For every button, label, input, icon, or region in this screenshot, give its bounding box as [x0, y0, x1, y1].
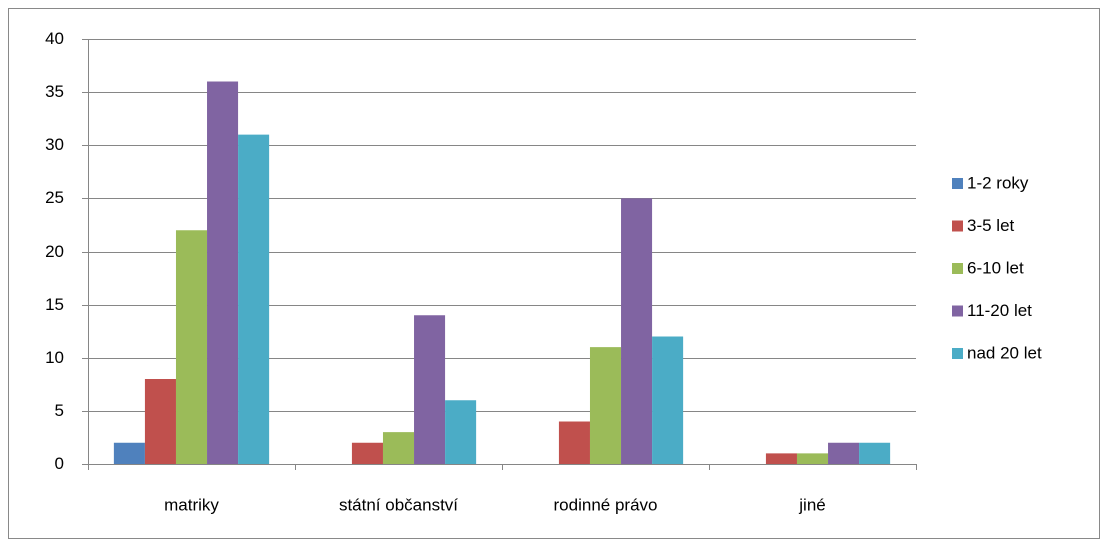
bar — [796, 453, 829, 464]
legend-swatch — [952, 305, 963, 317]
x-tick-label: matriky — [164, 495, 219, 514]
x-tick-label: státní občanství — [339, 495, 458, 514]
bar — [144, 379, 176, 464]
legend-label: nad 20 let — [967, 343, 1042, 362]
y-tick-label: 35 — [45, 82, 64, 101]
y-tick-label: 40 — [45, 29, 64, 48]
bar — [207, 81, 239, 464]
bar — [382, 432, 415, 464]
y-tick-label: 5 — [55, 401, 64, 420]
x-tick-label: jiné — [798, 495, 825, 514]
bar — [238, 134, 270, 464]
bar — [175, 230, 208, 464]
bar — [351, 442, 383, 464]
bar — [652, 336, 684, 464]
legend-swatch — [952, 348, 963, 359]
bar — [113, 442, 145, 464]
bar — [765, 453, 797, 464]
bar — [589, 347, 622, 464]
legend-label: 6-10 let — [967, 258, 1024, 277]
y-tick-label: 25 — [45, 188, 64, 207]
bar — [445, 400, 477, 464]
y-tick-label: 0 — [55, 454, 64, 473]
y-tick-label: 15 — [45, 295, 64, 314]
bar — [414, 315, 446, 464]
legend-label: 3-5 let — [967, 216, 1015, 235]
legend-label: 11-20 let — [967, 301, 1032, 320]
y-tick-label: 10 — [45, 348, 64, 367]
bar — [558, 421, 590, 464]
legend-swatch — [952, 263, 963, 274]
bar — [621, 198, 653, 464]
legend-swatch — [952, 220, 963, 232]
legend-label: 1-2 roky — [967, 173, 1029, 192]
y-tick-label: 30 — [45, 135, 64, 154]
y-tick-label: 20 — [45, 242, 64, 261]
bar — [828, 442, 860, 464]
legend-swatch — [952, 178, 963, 189]
bar — [859, 442, 891, 464]
x-tick-label: rodinné právo — [554, 495, 658, 514]
